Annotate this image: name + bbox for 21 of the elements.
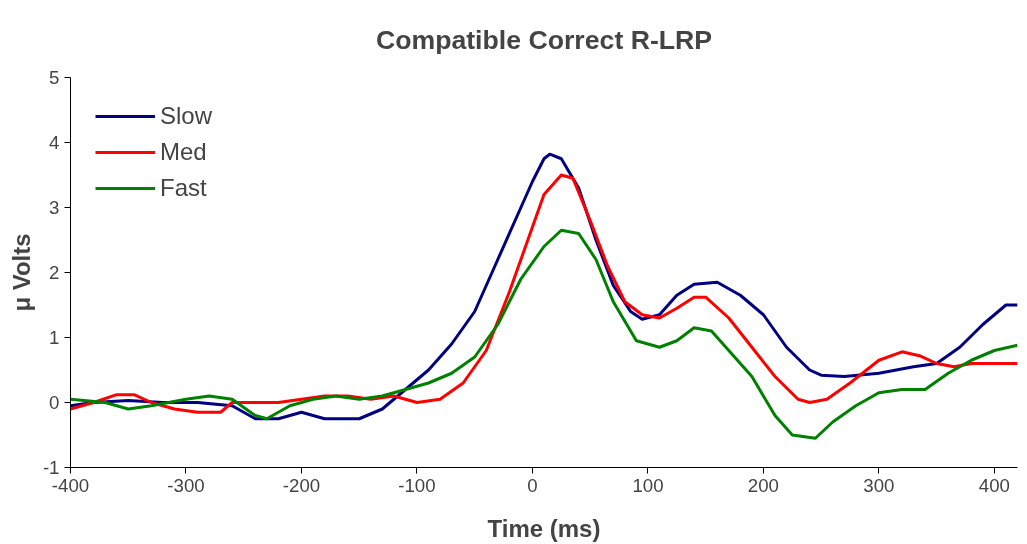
y-axis-title: μ Volts — [7, 233, 35, 312]
x-tick-label: 300 — [863, 474, 895, 496]
x-tick-label: -200 — [282, 474, 321, 496]
x-tick-label: -300 — [167, 474, 205, 496]
y-tick-label: 1 — [49, 327, 60, 348]
legend-label: Med — [160, 138, 207, 166]
chart-title: Compatible Correct R-LRP — [375, 25, 713, 55]
x-tick-label: 200 — [747, 474, 779, 496]
legend-label: Fast — [160, 174, 207, 202]
x-tick-label: -100 — [398, 474, 436, 496]
x-tick-label: 0 — [527, 474, 538, 496]
y-tick-label: 5 — [49, 67, 60, 88]
legend-label: Slow — [160, 102, 213, 130]
y-tick-label: 0 — [49, 392, 60, 413]
x-tick-label: 400 — [978, 474, 1010, 496]
y-tick-label: 2 — [49, 262, 60, 283]
y-tick-label: 4 — [49, 132, 60, 153]
line-series — [70, 228, 1018, 440]
x-tick-label: 100 — [632, 474, 664, 496]
y-tick-label: 3 — [49, 197, 60, 218]
x-axis-title: Time (ms) — [487, 514, 601, 542]
